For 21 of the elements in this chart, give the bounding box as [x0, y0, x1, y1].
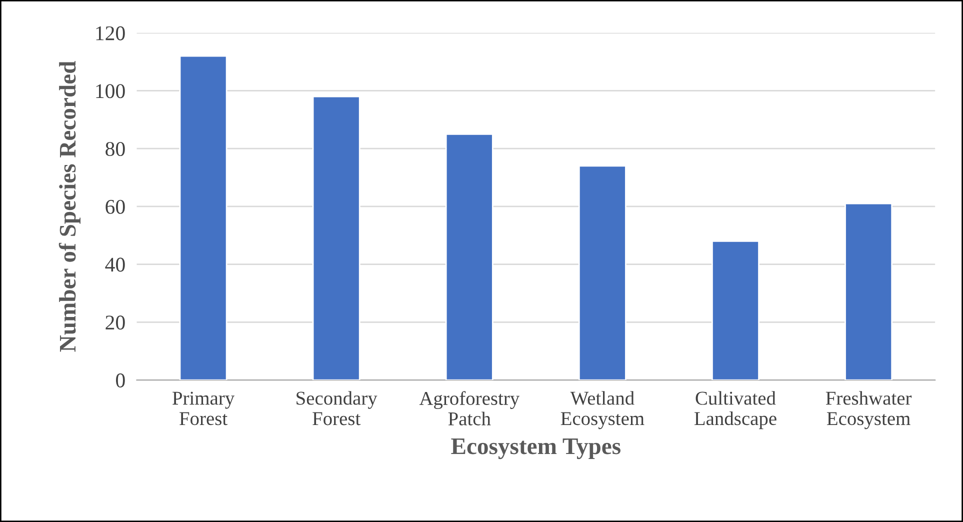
- bar: [312, 96, 360, 380]
- x-tick-label: Freshwater Ecosystem: [826, 391, 912, 430]
- y-tick-label: 80: [106, 142, 125, 156]
- bar: [844, 202, 893, 380]
- bar: [179, 55, 228, 380]
- x-axis-title: Ecosystem Types: [451, 438, 620, 460]
- x-tick-label: Agroforestry Patch: [419, 391, 520, 426]
- y-axis-title: Number of Species Recorded: [58, 61, 80, 352]
- y-tick-label: 0: [116, 373, 125, 388]
- y-tick-label: 20: [106, 316, 125, 330]
- bar: [712, 240, 760, 380]
- bar: [445, 133, 494, 380]
- y-tick-label: 120: [96, 26, 125, 40]
- bar: [578, 165, 626, 380]
- y-tick-label: 40: [105, 258, 125, 272]
- x-tick-label: Primary Forest: [172, 392, 235, 426]
- y-tick-label: 60: [106, 200, 125, 214]
- y-tick-label: 100: [96, 84, 125, 98]
- x-tick-label: Wetland Ecosystem: [560, 391, 644, 430]
- x-tick-label: Cultivated Landscape: [694, 391, 776, 430]
- x-tick-label: Secondary Forest: [296, 391, 378, 426]
